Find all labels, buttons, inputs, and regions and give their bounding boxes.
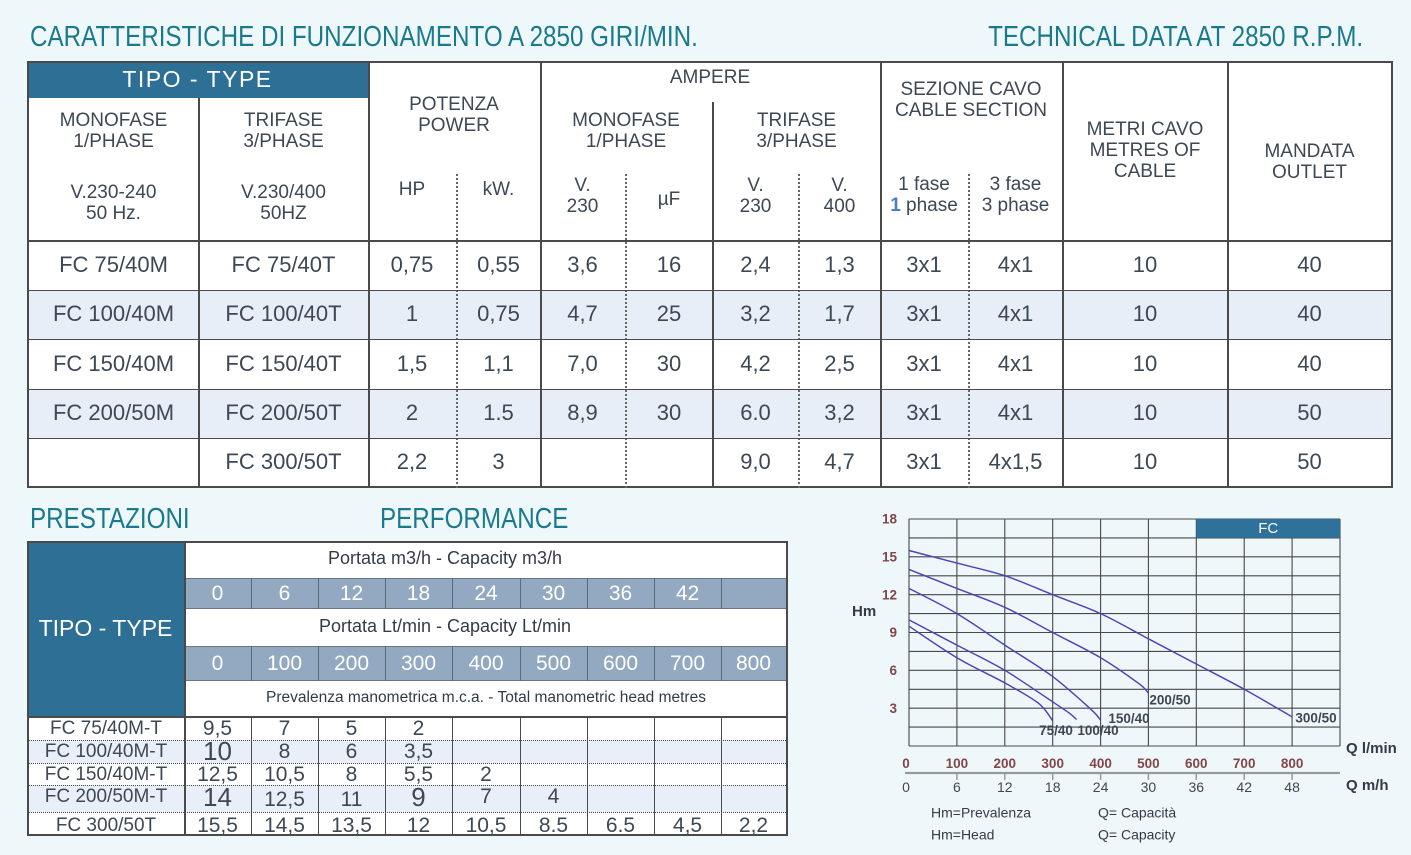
svg-text:24: 24 — [1093, 779, 1109, 795]
svg-text:300: 300 — [1041, 756, 1064, 771]
svg-text:200/50: 200/50 — [1149, 693, 1190, 708]
svg-text:12: 12 — [882, 587, 897, 602]
svg-text:Q m/h: Q m/h — [1346, 777, 1389, 794]
svg-text:150/40: 150/40 — [1108, 711, 1149, 726]
svg-text:100/40: 100/40 — [1077, 723, 1118, 738]
svg-text:Hm=Prevalenza: Hm=Prevalenza — [931, 805, 1031, 821]
svg-text:100: 100 — [946, 756, 969, 771]
svg-text:48: 48 — [1284, 779, 1300, 795]
svg-text:12: 12 — [997, 779, 1013, 795]
svg-text:18: 18 — [1045, 779, 1061, 795]
svg-text:300/50: 300/50 — [1295, 711, 1336, 726]
svg-text:42: 42 — [1236, 779, 1252, 795]
svg-text:Q= Capacità: Q= Capacità — [1098, 805, 1176, 821]
svg-text:6: 6 — [889, 663, 897, 678]
svg-text:500: 500 — [1137, 756, 1160, 771]
svg-text:200: 200 — [994, 756, 1017, 771]
svg-text:800: 800 — [1281, 756, 1304, 771]
svg-text:6: 6 — [953, 779, 961, 795]
svg-text:75/40: 75/40 — [1039, 723, 1073, 738]
svg-text:0: 0 — [902, 756, 910, 771]
svg-text:Hm=Head: Hm=Head — [931, 827, 994, 843]
svg-text:600: 600 — [1185, 756, 1208, 771]
svg-text:15: 15 — [882, 550, 898, 565]
svg-text:18: 18 — [882, 512, 898, 527]
svg-text:Q l/min: Q l/min — [1346, 740, 1397, 757]
svg-text:FC: FC — [1258, 520, 1278, 537]
svg-text:9: 9 — [889, 625, 897, 640]
svg-text:30: 30 — [1141, 779, 1157, 795]
svg-text:700: 700 — [1233, 756, 1256, 771]
svg-text:0: 0 — [902, 779, 910, 795]
svg-text:36: 36 — [1189, 779, 1205, 795]
svg-text:3: 3 — [889, 701, 897, 716]
svg-text:400: 400 — [1089, 756, 1112, 771]
svg-text:Hm: Hm — [852, 603, 876, 620]
svg-text:Q= Capacity: Q= Capacity — [1098, 827, 1175, 843]
